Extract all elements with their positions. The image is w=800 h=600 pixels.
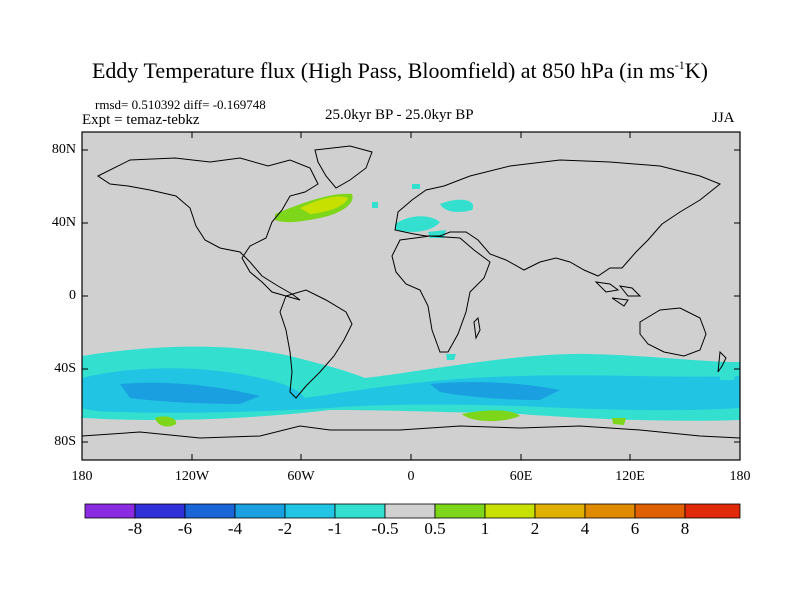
colorbar-label: -8: [127, 519, 143, 538]
y-tick-label: 80S: [54, 434, 76, 449]
x-tick-label: 60E: [509, 469, 533, 484]
x-tick-label: 60W: [287, 469, 315, 484]
colorbar-box-1: [84, 503, 136, 519]
colorbar-box-8: [434, 503, 486, 519]
x-tick-label: 180: [729, 469, 751, 484]
colorbar-box-12: [634, 503, 686, 519]
colorbar-box-7: [384, 503, 436, 519]
experiment-label: Expt = temaz-tebkz: [82, 112, 200, 128]
colorbar-box-10: [534, 503, 586, 519]
colorbar-label: 1: [480, 519, 490, 538]
colorbar-label: -6: [177, 519, 193, 538]
x-tick-label: 120W: [174, 469, 210, 484]
x-tick-label: 180: [71, 469, 93, 484]
northern-anomaly: [275, 184, 736, 380]
colorbar-label: -4: [227, 519, 243, 538]
colorbar-box-3: [184, 503, 236, 519]
colorbar-box-6: [334, 503, 386, 519]
chart-title: Eddy Temperature flux (High Pass, Bloomf…: [91, 58, 708, 83]
colorbar-box-2: [134, 503, 186, 519]
x-ticks: [191, 132, 631, 460]
colorbar-label: 8: [680, 519, 690, 538]
colorbar-label: 4: [580, 519, 590, 538]
period-label: 25.0kyr BP - 25.0kyr BP: [325, 107, 474, 123]
y-tick-label: 40N: [51, 215, 76, 230]
colorbar-label: 0.5: [424, 519, 446, 538]
x-tick-label: 0: [407, 469, 415, 484]
colorbar-box-9: [484, 503, 536, 519]
y-ticks: [82, 149, 740, 443]
colorbar: [84, 503, 741, 519]
colorbar-box-13: [684, 503, 741, 519]
y-tick-label: 0: [69, 288, 76, 303]
colorbar-label: -2: [277, 519, 293, 538]
coastlines: [81, 145, 741, 439]
x-tick-label: 120E: [615, 469, 645, 484]
southern-ocean-anomaly: [82, 346, 740, 427]
colorbar-label: -1: [327, 519, 343, 538]
colorbar-label: 2: [530, 519, 540, 538]
colorbar-label: 6: [630, 519, 640, 538]
rmsd-label: rmsd= 0.510392 diff= -0.169748: [95, 97, 266, 112]
colorbar-label: -0.5: [371, 519, 399, 538]
colorbar-box-11: [584, 503, 636, 519]
colorbar-box-5: [284, 503, 336, 519]
y-tick-label: 80N: [51, 142, 76, 157]
season-label: JJA: [712, 110, 735, 126]
colorbar-box-4: [234, 503, 286, 519]
y-tick-label: 40S: [54, 361, 76, 376]
